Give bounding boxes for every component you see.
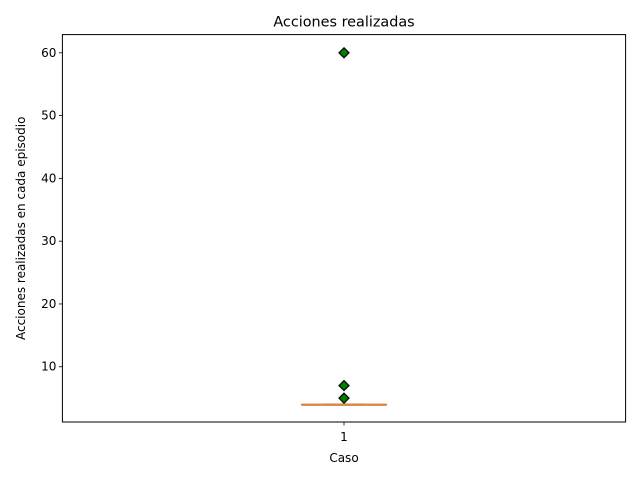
y-tick-label: 60: [41, 46, 56, 60]
y-tick-label: 50: [41, 109, 56, 123]
y-tick-label: 10: [41, 360, 56, 374]
outlier-point: [338, 379, 350, 392]
chart-title: Acciones realizadas: [273, 15, 414, 31]
x-axis-label: Caso: [329, 451, 358, 465]
outlier-point: [338, 392, 350, 404]
y-tick-label: 30: [41, 234, 56, 248]
y-tick-label: 20: [41, 297, 56, 311]
plot-area: [61, 34, 627, 423]
y-axis-label: Acciones realizadas en cada episodio: [14, 117, 28, 340]
y-tick-label: 40: [41, 171, 56, 185]
outlier-point: [338, 46, 350, 59]
x-tick-label: 1: [340, 430, 348, 444]
chart-marks: 10 20 30 40 50 60 1: [41, 46, 387, 444]
